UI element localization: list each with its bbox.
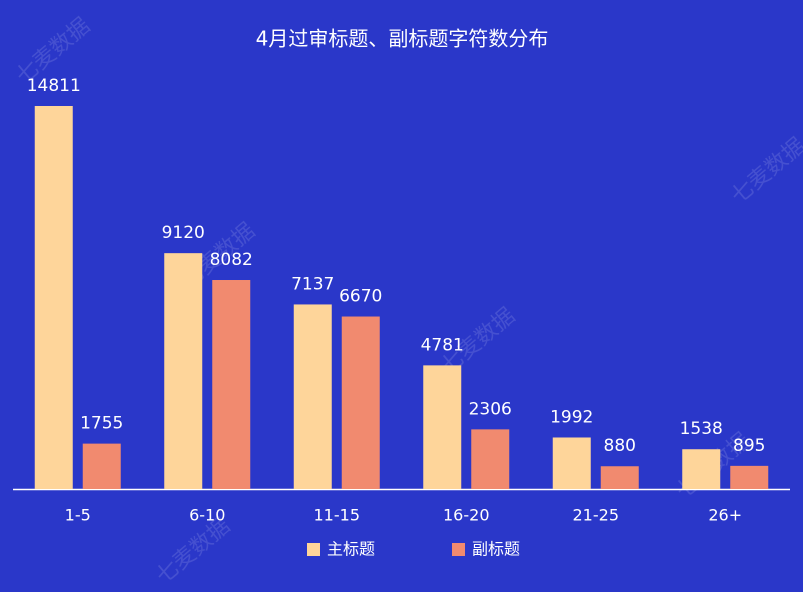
bar: [730, 465, 769, 489]
x-tick-label: 21-25: [573, 506, 620, 525]
bar: [600, 466, 639, 489]
legend-swatch: [452, 543, 465, 556]
bar: [471, 429, 510, 489]
bar: [293, 304, 332, 489]
x-tick-label: 16-20: [443, 506, 490, 525]
data-label: 880: [604, 436, 636, 456]
legend-label: 主标题: [327, 540, 375, 559]
data-label: 8082: [210, 250, 253, 270]
bar: [682, 449, 721, 489]
watermark: 七麦数据: [152, 513, 235, 589]
bar: [552, 437, 591, 489]
watermark: 七麦数据: [727, 133, 803, 209]
bar: [82, 443, 121, 489]
chart-title: 4月过审标题、副标题字符数分布: [256, 27, 549, 51]
x-tick-label: 26+: [708, 506, 742, 525]
legend-label: 副标题: [472, 540, 520, 559]
x-tick-label: 1-5: [65, 506, 91, 525]
data-label: 7137: [291, 274, 334, 294]
data-label: 14811: [27, 76, 81, 96]
data-label: 1992: [550, 407, 593, 427]
bar: [423, 365, 462, 489]
bar: [212, 280, 251, 489]
data-label: 2306: [469, 399, 512, 419]
bar: [34, 106, 73, 489]
x-tick-label: 6-10: [189, 506, 225, 525]
bar: [341, 316, 380, 489]
data-label: 4781: [421, 335, 464, 355]
data-label: 1755: [80, 414, 123, 434]
bar: [164, 253, 203, 489]
data-label: 1538: [680, 419, 723, 439]
legend-swatch: [307, 543, 320, 556]
data-label: 895: [733, 436, 765, 456]
data-label: 6670: [339, 287, 382, 307]
data-label: 9120: [162, 223, 205, 243]
x-tick-label: 11-15: [314, 506, 361, 525]
